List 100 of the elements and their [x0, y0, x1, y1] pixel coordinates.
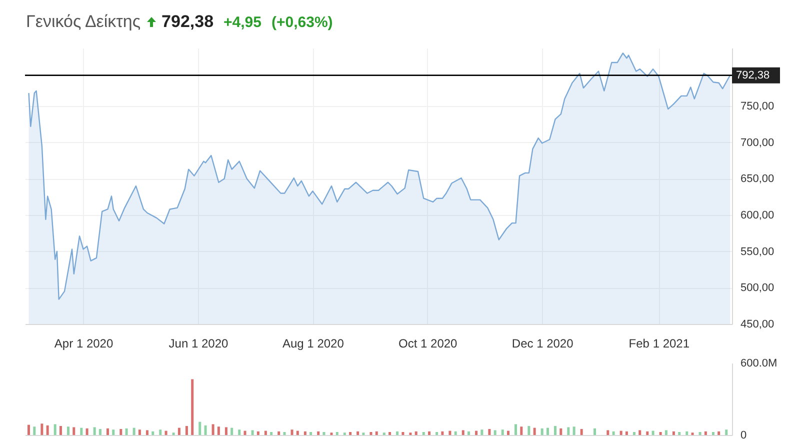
- bar: [712, 432, 714, 435]
- y-tick-label: 600.0M: [740, 358, 778, 370]
- bar: [191, 379, 194, 435]
- y-tick-label: 0: [740, 430, 747, 442]
- bar: [217, 426, 220, 435]
- bar: [28, 424, 30, 435]
- bar: [572, 426, 576, 435]
- bar: [125, 428, 128, 435]
- bar: [33, 426, 36, 435]
- bar: [66, 426, 70, 435]
- bar: [501, 430, 504, 435]
- bar: [659, 432, 662, 435]
- bar: [606, 430, 610, 435]
- bar: [322, 432, 326, 435]
- x-tick-label: Feb 1 2021: [628, 336, 690, 350]
- bar: [625, 431, 628, 435]
- bar: [567, 427, 570, 435]
- bar: [59, 426, 62, 435]
- bar: [436, 432, 438, 435]
- bar: [554, 426, 556, 435]
- y-tick-label: 600,00: [740, 210, 774, 222]
- bar: [448, 430, 452, 435]
- x-tick-label: Oct 1 2020: [398, 336, 458, 350]
- text: +4,95: [224, 14, 262, 30]
- bar: [686, 431, 688, 435]
- bar: [290, 430, 294, 435]
- bar: [402, 432, 404, 435]
- y-tick-label: 450,00: [740, 318, 774, 330]
- bar: [396, 431, 399, 435]
- bar: [349, 432, 352, 435]
- bar: [560, 428, 562, 435]
- bar: [520, 426, 523, 435]
- y-tick-label: 700,00: [740, 136, 774, 149]
- x-tick-label: Jun 1 2020: [168, 336, 229, 350]
- bar: [93, 427, 96, 435]
- bar: [540, 428, 544, 435]
- bar: [185, 426, 188, 435]
- bar: [256, 431, 260, 435]
- bar: [414, 431, 418, 435]
- x-tick-label: Aug 1 2020: [282, 336, 344, 350]
- bar: [317, 431, 320, 435]
- bar: [198, 422, 202, 435]
- bar: [375, 431, 378, 435]
- bar: [72, 427, 76, 435]
- bar: [725, 430, 728, 435]
- bar: [356, 431, 360, 435]
- bar: [718, 431, 720, 435]
- bar: [612, 431, 615, 435]
- bar: [296, 430, 299, 435]
- bar: [283, 432, 286, 435]
- bar: [230, 428, 234, 435]
- bar: [106, 428, 109, 435]
- bar: [698, 432, 702, 435]
- bar: [224, 427, 228, 435]
- bar: [672, 431, 675, 435]
- bar: [86, 428, 88, 435]
- bar: [428, 431, 431, 435]
- bar: [152, 431, 154, 435]
- bar: [388, 432, 392, 435]
- bar: [678, 432, 681, 435]
- bar: [238, 430, 241, 435]
- bar: [336, 432, 338, 435]
- y-tick-label: 750,00: [740, 100, 774, 113]
- bar: [251, 430, 254, 435]
- y-tick-label: 650,00: [740, 173, 774, 186]
- bar: [112, 430, 115, 435]
- bar: [533, 428, 536, 435]
- bar: [204, 425, 207, 435]
- bar: [46, 425, 49, 435]
- x-tick-label: Dec 1 2020: [512, 336, 574, 350]
- ref-line-label: 792,38: [736, 69, 770, 82]
- bar: [138, 430, 141, 435]
- chart-title: Γενικός Δείκτης: [26, 12, 141, 32]
- bar: [244, 430, 246, 435]
- bar: [593, 428, 596, 435]
- bar: [98, 429, 102, 435]
- bar: [580, 429, 583, 435]
- bar: [514, 424, 518, 435]
- text: (+0,63%): [272, 14, 333, 30]
- bar: [546, 428, 549, 435]
- bar: [638, 430, 642, 435]
- bar: [270, 432, 273, 435]
- bar: [146, 430, 148, 435]
- bar: [652, 430, 654, 435]
- bar: [120, 429, 122, 435]
- bar: [494, 430, 496, 435]
- bar: [132, 428, 136, 435]
- bar: [422, 432, 425, 435]
- bar: [506, 430, 510, 435]
- bar: [704, 431, 707, 435]
- bar: [664, 430, 668, 435]
- bar: [488, 429, 491, 435]
- y-tick-label: 550,00: [740, 246, 774, 258]
- bar: [646, 431, 649, 435]
- bar: [632, 432, 636, 435]
- bar: [164, 430, 168, 435]
- bar: [304, 431, 306, 435]
- bar: [370, 432, 372, 435]
- bar: [528, 426, 530, 435]
- bar: [264, 430, 267, 435]
